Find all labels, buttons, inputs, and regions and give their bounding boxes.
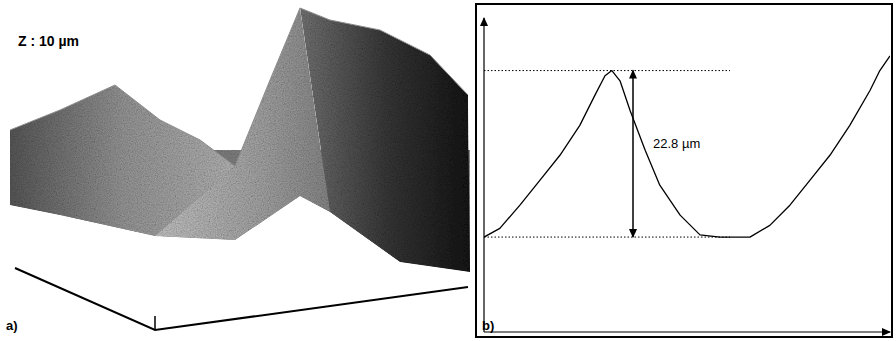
panel-label: b)	[482, 318, 494, 333]
figure: Z : 10 µm a) 22.8 µm b)	[0, 0, 896, 341]
surface-ridge	[10, 8, 468, 166]
annotation-label: 22.8 µm	[653, 136, 700, 151]
base-frame	[15, 268, 468, 330]
reference-line	[484, 70, 730, 71]
surface	[10, 8, 470, 272]
z-scale-label: Z : 10 µm	[18, 33, 79, 49]
dimension-arrow	[632, 71, 634, 237]
panel-b: 22.8 µm b)	[476, 4, 892, 337]
panel-frame	[476, 4, 892, 337]
reference-line	[484, 237, 730, 238]
panel-label: a)	[6, 318, 18, 333]
surface-right-face	[300, 8, 470, 272]
profile-line	[484, 56, 890, 237]
y-axis	[483, 18, 484, 332]
panel-a: Z : 10 µm a)	[6, 8, 470, 333]
plot-area	[484, 56, 890, 237]
base-corner	[154, 316, 156, 330]
surface-central-face	[155, 8, 330, 240]
x-axis	[484, 331, 890, 332]
